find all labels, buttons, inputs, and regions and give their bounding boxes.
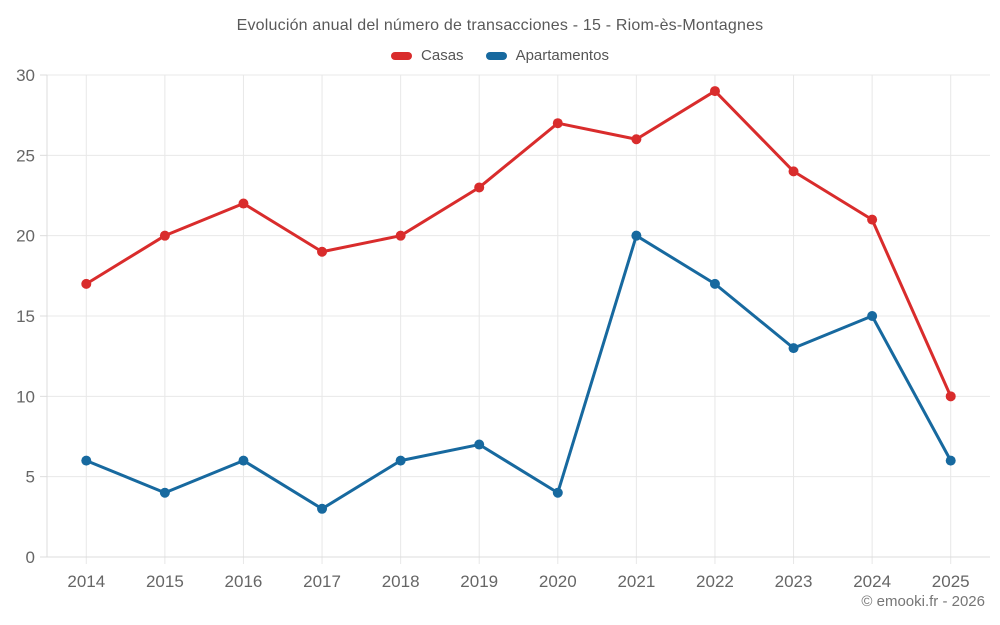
chart-title: Evolución anual del número de transaccio… xyxy=(236,17,764,34)
data-point-apartamentos-2025[interactable] xyxy=(945,455,956,466)
data-point-casas-2021[interactable] xyxy=(631,134,642,145)
x-tick-label: 2014 xyxy=(67,572,105,591)
x-tick-label: 2022 xyxy=(696,572,734,591)
legend-swatch-casas-icon xyxy=(391,51,413,60)
data-point-apartamentos-2017[interactable] xyxy=(317,503,328,514)
data-point-apartamentos-2018[interactable] xyxy=(395,455,406,466)
y-tick-label: 30 xyxy=(16,66,35,85)
legend-label-casas: Casas xyxy=(421,47,464,64)
data-point-casas-2024[interactable] xyxy=(867,214,878,225)
y-tick-label: 15 xyxy=(16,307,35,326)
x-tick-label: 2015 xyxy=(146,572,184,591)
data-point-apartamentos-2015[interactable] xyxy=(159,487,170,498)
data-point-apartamentos-2019[interactable] xyxy=(474,439,485,450)
legend-swatch-apartamentos-icon xyxy=(485,51,507,60)
x-tick-label: 2024 xyxy=(853,572,891,591)
x-tick-label: 2018 xyxy=(382,572,420,591)
data-point-casas-2019[interactable] xyxy=(474,182,485,193)
data-point-casas-2025[interactable] xyxy=(945,391,956,402)
x-tick-label: 2016 xyxy=(225,572,263,591)
data-point-apartamentos-2024[interactable] xyxy=(867,311,878,321)
data-point-apartamentos-2022[interactable] xyxy=(709,278,720,289)
copyright-footer: © emooki.fr - 2026 xyxy=(861,593,985,610)
chart-legend: Casas Apartamentos xyxy=(0,47,1000,64)
data-point-casas-2015[interactable] xyxy=(159,230,170,241)
x-tick-label: 2023 xyxy=(775,572,813,591)
x-tick-label: 2019 xyxy=(460,572,498,591)
data-point-casas-2022[interactable] xyxy=(709,86,720,97)
legend-item-apartamentos[interactable]: Apartamentos xyxy=(485,47,609,64)
series-line-apartamentos xyxy=(84,234,953,511)
legend-label-apartamentos: Apartamentos xyxy=(515,47,609,64)
y-tick-label: 0 xyxy=(26,548,35,567)
data-point-apartamentos-2021[interactable] xyxy=(631,230,642,241)
y-tick-label: 5 xyxy=(26,468,35,487)
y-tick-label: 25 xyxy=(16,146,35,165)
x-tick-label: 2025 xyxy=(932,572,970,591)
data-point-apartamentos-2020[interactable] xyxy=(552,487,563,498)
data-point-casas-2023[interactable] xyxy=(788,166,799,177)
data-point-apartamentos-2023[interactable] xyxy=(788,343,799,354)
data-point-apartamentos-2014[interactable] xyxy=(81,455,92,466)
data-point-casas-2016[interactable] xyxy=(238,198,249,209)
data-point-apartamentos-2016[interactable] xyxy=(238,455,249,466)
y-tick-label: 10 xyxy=(16,387,35,406)
legend-item-casas[interactable]: Casas xyxy=(391,47,464,64)
y-tick-label: 20 xyxy=(16,227,35,246)
x-tick-label: 2021 xyxy=(617,572,655,591)
data-point-casas-2014[interactable] xyxy=(81,278,92,289)
data-point-casas-2017[interactable] xyxy=(317,246,328,257)
data-point-casas-2018[interactable] xyxy=(395,230,406,241)
x-tick-label: 2020 xyxy=(539,572,577,591)
x-tick-label: 2017 xyxy=(303,572,341,591)
data-point-casas-2020[interactable] xyxy=(552,118,563,129)
series-line-casas xyxy=(84,89,953,398)
